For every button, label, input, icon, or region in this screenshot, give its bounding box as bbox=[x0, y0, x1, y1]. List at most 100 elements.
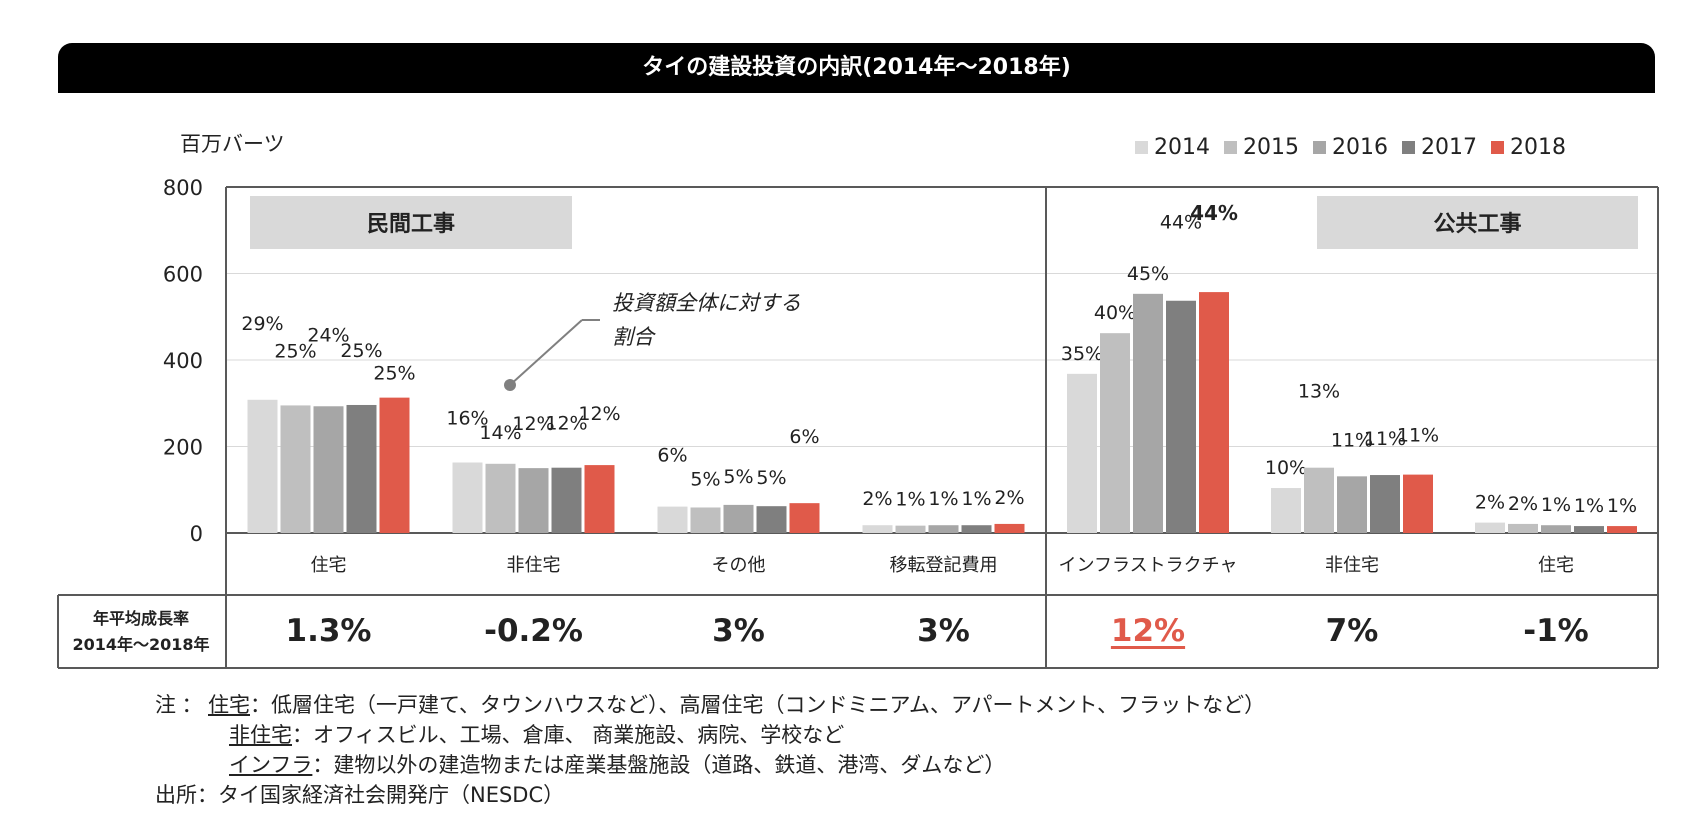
category-label: 非住宅 bbox=[507, 555, 561, 576]
data-label: 25% bbox=[274, 340, 316, 362]
data-label: 11% bbox=[1364, 428, 1406, 450]
legend-item-2015: 2015 bbox=[1224, 135, 1299, 160]
data-label: 5% bbox=[723, 466, 753, 488]
growth-value: -0.2% bbox=[484, 613, 583, 649]
bar bbox=[280, 405, 311, 533]
data-label: 6% bbox=[657, 445, 687, 467]
growth-value: 1.3% bbox=[285, 613, 372, 649]
bar bbox=[1067, 373, 1097, 533]
data-label: 2% bbox=[862, 488, 892, 510]
bar bbox=[379, 397, 410, 533]
section-label-box bbox=[250, 196, 572, 249]
bar bbox=[1475, 522, 1505, 533]
growth-value: 3% bbox=[917, 613, 970, 649]
category-label: 移転登記費用 bbox=[890, 555, 998, 576]
annotation-dot bbox=[504, 379, 516, 391]
data-label: 2% bbox=[1508, 493, 1538, 515]
bar bbox=[247, 399, 278, 533]
bar bbox=[346, 404, 377, 533]
note-label: 注 bbox=[155, 693, 176, 717]
data-label: 40% bbox=[1094, 302, 1136, 324]
note-term: 住宅 bbox=[208, 693, 250, 717]
annotation-leader bbox=[509, 319, 583, 386]
bar bbox=[994, 523, 1025, 533]
note-text: ：低層住宅（一戸建て、タウンハウスなど）、高層住宅（コンドミニアム、アパートメン… bbox=[250, 693, 1266, 717]
category-label: その他 bbox=[712, 555, 766, 576]
growth-value: 7% bbox=[1325, 613, 1379, 649]
data-label: 25% bbox=[373, 363, 415, 385]
data-label: 1% bbox=[1574, 495, 1604, 517]
growth-header-line2: 2014年～2018年 bbox=[72, 634, 210, 654]
growth-header-line1: 年平均成長率 bbox=[92, 608, 189, 628]
legend-item-2014: 2014 bbox=[1135, 135, 1210, 160]
data-label: 5% bbox=[690, 468, 720, 490]
bar bbox=[313, 406, 344, 533]
category-label: 非住宅 bbox=[1325, 555, 1379, 576]
bar bbox=[1304, 467, 1334, 533]
bar bbox=[862, 525, 893, 533]
data-label: 12% bbox=[545, 413, 587, 435]
data-label: 35% bbox=[1061, 343, 1103, 365]
legend: 2014 2015 2016 2017 2018 bbox=[1135, 135, 1566, 160]
annotation-text: 割合 bbox=[612, 325, 656, 349]
legend-swatch bbox=[1135, 141, 1148, 154]
bar bbox=[961, 525, 992, 533]
bar bbox=[1370, 475, 1400, 533]
bar bbox=[485, 463, 516, 533]
bar bbox=[1133, 293, 1163, 533]
note-term: インフラ bbox=[229, 753, 313, 777]
bar bbox=[690, 507, 721, 533]
notes: 注：住宅：低層住宅（一戸建て、タウンハウスなど）、高層住宅（コンドミニアム、アパ… bbox=[155, 690, 1265, 810]
chart-title: タイの建設投資の内訳(2014年～2018年) bbox=[58, 43, 1655, 93]
data-label: 2% bbox=[1475, 492, 1505, 514]
y-tick-label: 200 bbox=[163, 436, 203, 460]
source-label: 出所 bbox=[155, 783, 197, 807]
y-tick-label: 400 bbox=[163, 349, 203, 373]
growth-rate-table: 年平均成長率 2014年～2018年 1.3% -0.2% 3% 3% 12% 7% -1% bbox=[58, 595, 1658, 668]
growth-value: -1% bbox=[1523, 613, 1589, 649]
bar bbox=[1508, 523, 1538, 533]
data-label: 44% bbox=[1190, 201, 1238, 225]
y-tick-label: 800 bbox=[163, 176, 203, 200]
data-label: 1% bbox=[961, 488, 991, 510]
y-axis-label: 百万バーツ bbox=[180, 132, 285, 156]
data-label: 1% bbox=[1607, 495, 1637, 517]
section-label: 公共工事 bbox=[1433, 211, 1521, 237]
data-label: 12% bbox=[512, 413, 554, 435]
data-label: 11% bbox=[1331, 429, 1373, 451]
data-label: 11% bbox=[1397, 425, 1439, 447]
data-label: 45% bbox=[1127, 263, 1169, 285]
bar bbox=[895, 525, 926, 533]
data-label: 10% bbox=[1265, 457, 1307, 479]
bar bbox=[1607, 526, 1637, 533]
bar bbox=[518, 468, 549, 533]
source-text: ：タイ国家経済社会開発庁（NESDC） bbox=[197, 783, 565, 807]
data-label: 44% bbox=[1160, 212, 1202, 234]
bar bbox=[1337, 476, 1367, 533]
data-label: 29% bbox=[241, 313, 283, 335]
data-label: 16% bbox=[446, 408, 488, 430]
bar bbox=[584, 465, 615, 533]
legend-label: 2017 bbox=[1421, 135, 1477, 160]
bar bbox=[551, 467, 582, 533]
bar bbox=[1574, 526, 1604, 533]
data-label: 14% bbox=[479, 422, 521, 444]
legend-label: 2015 bbox=[1243, 135, 1299, 160]
bar bbox=[928, 525, 959, 533]
data-label: 1% bbox=[928, 488, 958, 510]
bar bbox=[1100, 333, 1130, 533]
growth-value: 3% bbox=[712, 613, 765, 649]
growth-header: 年平均成長率 2014年～2018年 bbox=[58, 595, 224, 668]
bar bbox=[1166, 300, 1196, 533]
data-label: 12% bbox=[578, 403, 620, 425]
section-label: 民間工事 bbox=[367, 211, 455, 237]
legend-item-2018: 2018 bbox=[1491, 135, 1566, 160]
legend-item-2017: 2017 bbox=[1402, 135, 1477, 160]
category-label: 住宅 bbox=[311, 555, 347, 576]
bar bbox=[723, 504, 754, 533]
bar bbox=[789, 503, 820, 533]
legend-item-2016: 2016 bbox=[1313, 135, 1388, 160]
legend-label: 2018 bbox=[1510, 135, 1566, 160]
source-line: 出所：タイ国家経済社会開発庁（NESDC） bbox=[155, 780, 1265, 810]
